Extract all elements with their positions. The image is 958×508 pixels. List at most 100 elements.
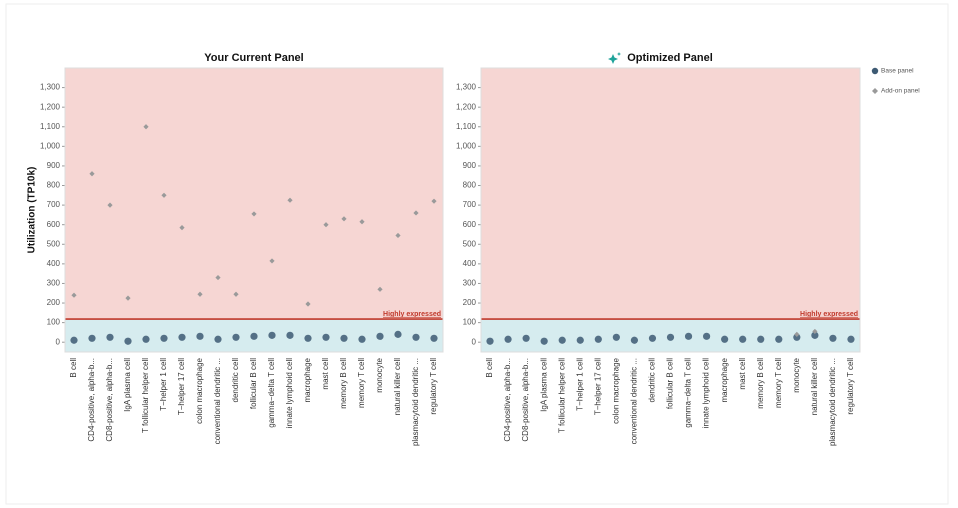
y-tick-label: 400 bbox=[463, 259, 477, 268]
base-point bbox=[666, 333, 675, 341]
x-tick-label: mast cell bbox=[738, 358, 747, 390]
y-tick-label: 1,000 bbox=[456, 141, 477, 150]
x-tick-label: memory B cell bbox=[756, 358, 765, 409]
x-tick-label: mast cell bbox=[321, 358, 330, 390]
base-point bbox=[522, 334, 530, 342]
base-point bbox=[304, 334, 312, 342]
high-band bbox=[481, 68, 860, 320]
x-tick-label: plasmacytoid dendritic ... bbox=[411, 358, 420, 446]
add-on-point bbox=[161, 192, 167, 198]
add-on-point bbox=[812, 328, 818, 335]
add-on-point bbox=[107, 202, 113, 208]
base-point bbox=[142, 335, 150, 343]
x-tick-label: innate lymphoid cell bbox=[702, 358, 711, 428]
x-tick-label: colon macrophage bbox=[611, 357, 620, 423]
x-tick-label: T−helper 1 cell bbox=[159, 358, 168, 411]
x-tick-label: T−helper 17 cell bbox=[593, 358, 602, 415]
y-tick-label: 400 bbox=[47, 259, 61, 268]
y-tick-label: 900 bbox=[463, 161, 477, 170]
x-tick-label: gamma−delta T cell bbox=[684, 358, 693, 428]
base-point bbox=[558, 336, 566, 344]
base-point bbox=[811, 331, 819, 339]
y-tick-label: 700 bbox=[463, 200, 477, 209]
x-tick-label: follicular B cell bbox=[249, 358, 258, 409]
y-tick-label: 1,000 bbox=[40, 141, 61, 150]
base-point bbox=[486, 337, 494, 345]
plot-frame bbox=[480, 67, 861, 353]
add-on-point bbox=[395, 232, 401, 239]
sparkle bbox=[608, 54, 618, 64]
add-on-point bbox=[413, 210, 419, 216]
x-tick-label: monocyte bbox=[375, 357, 384, 392]
add-on-point bbox=[125, 295, 131, 301]
add-on-point bbox=[287, 197, 293, 203]
base-point bbox=[847, 335, 855, 343]
add-on-point bbox=[323, 222, 329, 228]
x-tick-label: memory T cell bbox=[357, 358, 366, 408]
x-tick-label: conventional dendritic ... bbox=[630, 358, 639, 444]
y-tick-label: 1,200 bbox=[40, 102, 61, 111]
add-on-point bbox=[233, 291, 239, 297]
add-on-point bbox=[143, 124, 149, 130]
y-tick-label: 600 bbox=[463, 220, 477, 229]
y-axis-label: Utilization (TP10k) bbox=[27, 167, 38, 254]
x-tick-label: macrophage bbox=[720, 357, 729, 402]
y-tick-label: 0 bbox=[472, 337, 477, 346]
x-tick-label: B cell bbox=[485, 358, 494, 378]
base-point bbox=[430, 334, 438, 342]
base-point bbox=[630, 336, 639, 344]
add-on-point bbox=[215, 274, 221, 281]
x-tick-label: regulatory T cell bbox=[846, 358, 855, 415]
base-point bbox=[757, 335, 765, 343]
x-tick-label: T−helper 1 cell bbox=[575, 358, 584, 411]
x-tick-label: natural killer cell bbox=[810, 358, 819, 416]
x-tick-label: T follicular helper cell bbox=[141, 358, 150, 433]
base-point bbox=[322, 333, 330, 341]
x-tick-label: CD4-positive, alpha-b... bbox=[87, 358, 96, 442]
y-tick-label: 1,200 bbox=[456, 102, 477, 111]
x-tick-label: regulatory T cell bbox=[429, 358, 438, 415]
base-point bbox=[394, 330, 402, 338]
x-tick-label: B cell bbox=[69, 358, 78, 378]
base-point bbox=[594, 335, 602, 343]
base-point bbox=[286, 331, 294, 339]
base-point bbox=[358, 335, 366, 343]
x-tick-label: T follicular helper cell bbox=[557, 358, 566, 433]
base-point bbox=[412, 333, 420, 341]
add-on-point bbox=[197, 291, 203, 297]
base-point bbox=[829, 334, 837, 342]
base-point bbox=[504, 335, 512, 343]
add-on-point bbox=[341, 216, 347, 222]
add-on-point bbox=[71, 292, 77, 298]
x-tick-label: memory T cell bbox=[774, 358, 783, 408]
base-point bbox=[268, 331, 276, 339]
base-point bbox=[612, 333, 620, 341]
x-tick-label: colon macrophage bbox=[195, 357, 204, 423]
y-tick-label: 900 bbox=[47, 161, 61, 170]
threshold-label: Highly expressed bbox=[383, 311, 441, 318]
y-tick-label: 0 bbox=[56, 337, 61, 346]
y-tick-label: 700 bbox=[47, 200, 61, 209]
y-tick-label: 800 bbox=[47, 181, 61, 190]
y-tick-label: 1,300 bbox=[456, 83, 477, 92]
base-point bbox=[124, 337, 132, 345]
panel-title: Optimized Panel bbox=[627, 52, 713, 64]
legend-marker bbox=[872, 88, 878, 94]
x-tick-label: CD4-positive, alpha-b... bbox=[503, 358, 512, 442]
base-point bbox=[684, 332, 693, 340]
add-on-point bbox=[251, 211, 257, 217]
x-tick-label: gamma−delta T cell bbox=[267, 358, 276, 428]
legend-label: Base panel bbox=[881, 68, 914, 75]
base-point bbox=[88, 334, 96, 342]
base-point bbox=[739, 335, 747, 343]
x-tick-label: dendritic cell bbox=[648, 358, 657, 403]
base-point bbox=[340, 334, 348, 342]
x-tick-label: memory B cell bbox=[339, 358, 348, 409]
add-on-point bbox=[179, 225, 185, 231]
y-tick-label: 100 bbox=[463, 318, 477, 327]
x-tick-label: macrophage bbox=[303, 357, 312, 402]
x-tick-label: natural killer cell bbox=[393, 358, 402, 416]
add-on-point bbox=[431, 198, 437, 204]
sparkle-icon bbox=[608, 52, 621, 64]
